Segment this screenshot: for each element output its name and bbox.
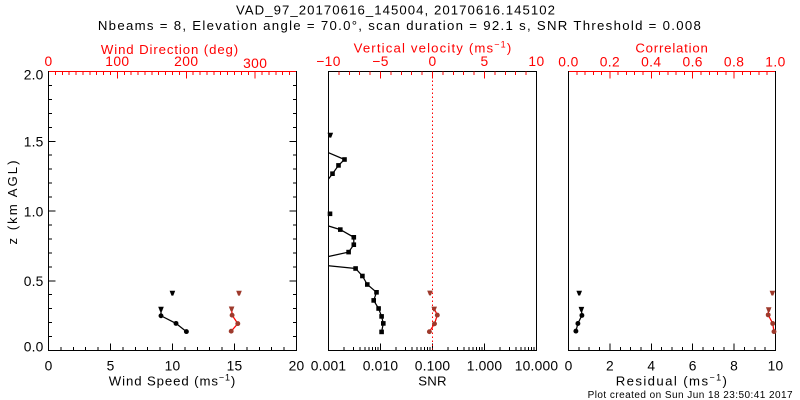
svg-text:10: 10 [528, 54, 544, 69]
svg-text:20: 20 [289, 358, 305, 373]
svg-text:1.0: 1.0 [24, 205, 44, 220]
svg-text:0.0: 0.0 [24, 340, 44, 355]
svg-text:1.0: 1.0 [765, 54, 785, 69]
svg-text:0: 0 [565, 358, 573, 373]
svg-text:1.5: 1.5 [24, 135, 44, 150]
svg-text:2.0: 2.0 [24, 67, 44, 82]
svg-text:15: 15 [227, 358, 243, 373]
svg-text:10: 10 [768, 358, 784, 373]
svg-text:0.0: 0.0 [558, 54, 578, 69]
svg-text:1.000: 1.000 [467, 358, 503, 373]
svg-text:2: 2 [606, 358, 614, 373]
svg-text:300: 300 [243, 56, 267, 71]
svg-text:Wind Direction (deg): Wind Direction (deg) [101, 42, 239, 57]
svg-text:−10: −10 [316, 54, 341, 69]
svg-text:0: 0 [45, 358, 53, 373]
svg-text:0.100: 0.100 [415, 358, 451, 373]
svg-text:Vertical velocity (ms−1): Vertical velocity (ms−1) [354, 40, 513, 56]
svg-text:10.000: 10.000 [515, 358, 559, 373]
svg-text:0.2: 0.2 [600, 54, 620, 69]
svg-text:8: 8 [730, 358, 738, 373]
svg-text:4: 4 [647, 358, 655, 373]
svg-text:0: 0 [428, 54, 436, 69]
svg-text:Residual (ms−1): Residual (ms−1) [616, 372, 729, 388]
svg-text:z (km AGL): z (km AGL) [5, 159, 20, 245]
svg-text:−5: −5 [372, 54, 389, 69]
svg-text:6: 6 [689, 358, 697, 373]
svg-text:0.4: 0.4 [641, 54, 661, 69]
svg-text:0.010: 0.010 [363, 358, 399, 373]
svg-text:200: 200 [174, 54, 198, 69]
svg-text:0: 0 [44, 54, 52, 69]
svg-text:10: 10 [165, 358, 181, 373]
svg-text:0.8: 0.8 [724, 54, 744, 69]
svg-text:SNR: SNR [418, 373, 446, 388]
svg-text:0.5: 0.5 [24, 274, 44, 289]
svg-text:Correlation: Correlation [635, 41, 708, 56]
svg-text:0.001: 0.001 [311, 358, 347, 373]
svg-text:Nbeams = 8, Elevation angle =: Nbeams = 8, Elevation angle = 70.0°, sca… [98, 18, 702, 33]
svg-text:5: 5 [480, 54, 488, 69]
svg-text:Plot created on Sun Jun 18 23:: Plot created on Sun Jun 18 23:50:41 2017 [588, 390, 793, 400]
svg-text:100: 100 [105, 54, 129, 69]
svg-text:Wind Speed (ms−1): Wind Speed (ms−1) [109, 372, 236, 388]
svg-text:VAD_97_20170616_145004, 201706: VAD_97_20170616_145004, 20170616.145102 [236, 2, 556, 17]
svg-text:5: 5 [107, 358, 115, 373]
svg-text:0.6: 0.6 [683, 54, 703, 69]
